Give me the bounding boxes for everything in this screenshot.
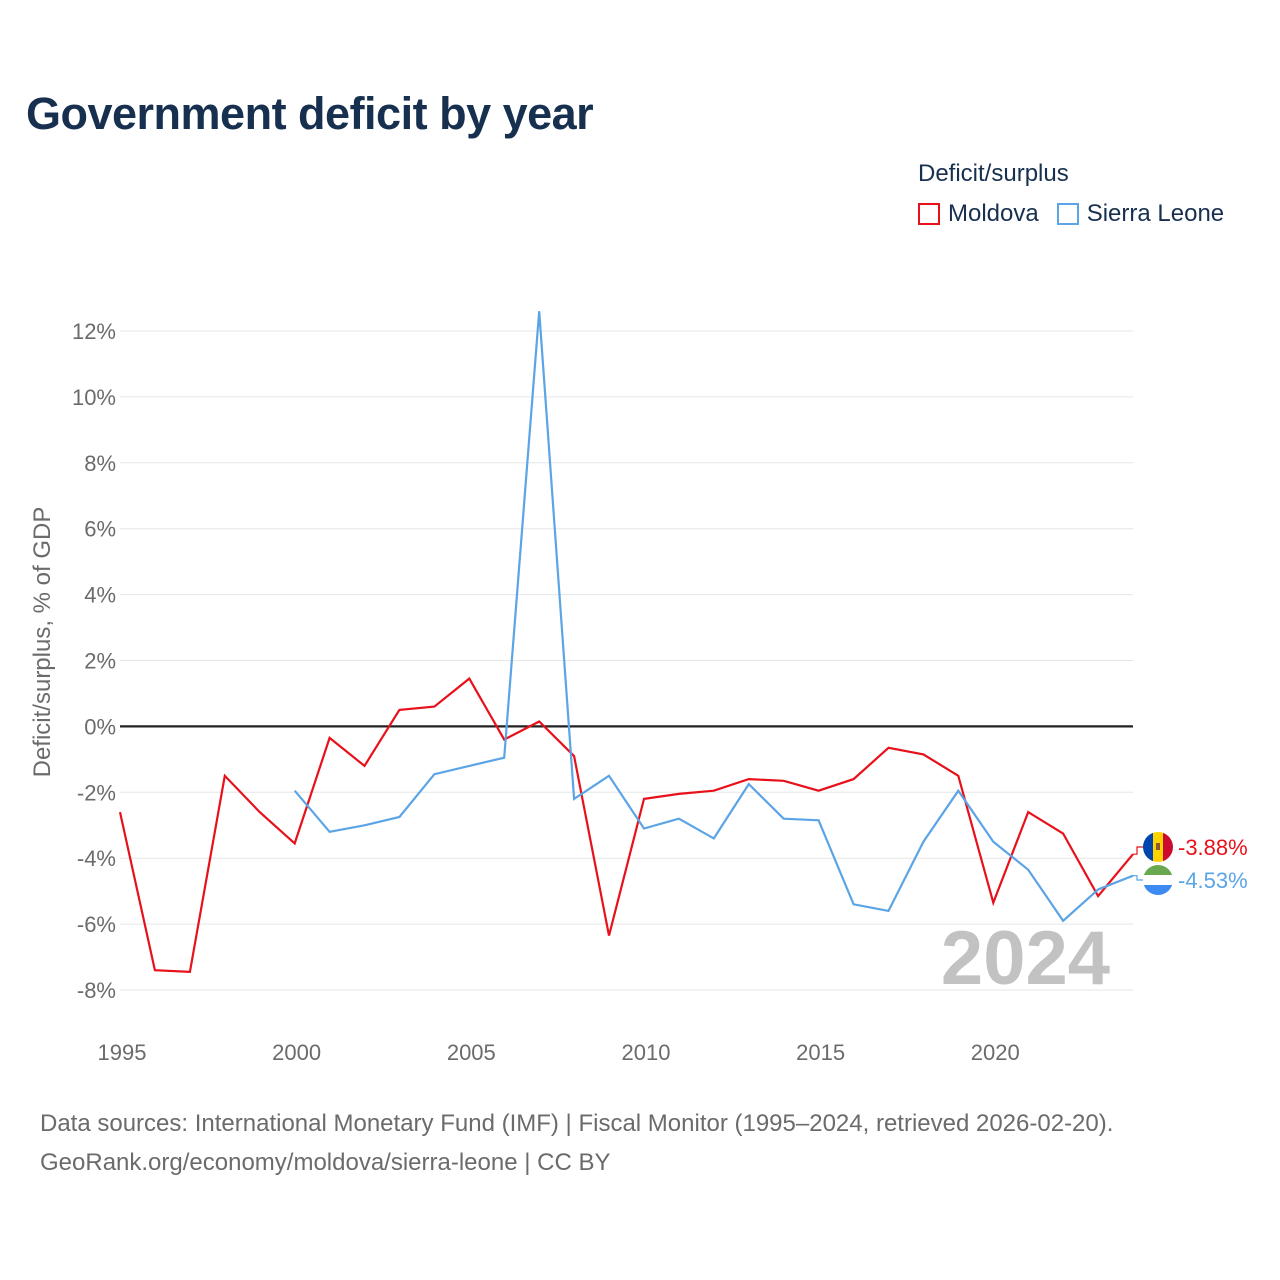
- legend-item-sierra-leone[interactable]: Sierra Leone: [1056, 200, 1225, 228]
- y-tick-label: 10%: [72, 385, 116, 410]
- x-tick-label: 2005: [447, 1040, 496, 1065]
- source-url-text: GeoRank.org/economy/moldova/sierra-leone…: [40, 1149, 611, 1176]
- y-tick-label: -8%: [77, 978, 116, 1003]
- y-tick-label: 8%: [84, 451, 116, 476]
- x-tick-label: 2010: [621, 1040, 670, 1065]
- y-tick-label: 0%: [84, 714, 116, 739]
- legend-title: Deficit/surplus: [918, 160, 1069, 187]
- legend-label-moldova: Moldova: [948, 200, 1039, 227]
- y-tick-label: 6%: [84, 517, 116, 542]
- end-value-label-sierra-leone: -4.53%: [1178, 868, 1248, 893]
- y-tick-label: -6%: [77, 912, 116, 937]
- legend-swatch-sierra-leone: [1056, 203, 1079, 225]
- end-connector-moldova: [1133, 846, 1143, 855]
- end-value-label-moldova: -3.88%: [1178, 835, 1248, 860]
- end-connector-sierra-leone: [1133, 875, 1143, 881]
- y-tick-label: -4%: [77, 846, 116, 871]
- y-axis-label: Deficit/surplus, % of GDP: [29, 507, 56, 778]
- x-tick-label: 2020: [971, 1040, 1020, 1065]
- x-tick-label: 2015: [796, 1040, 845, 1065]
- moldova-flag-icon: [1143, 832, 1173, 862]
- series-line-moldova: [118, 676, 1134, 974]
- year-watermark: 2024: [941, 916, 1110, 1001]
- legend: Deficit/surplus Moldova Sierra Leone: [918, 160, 1224, 228]
- y-tick-label: 12%: [72, 319, 116, 344]
- y-tick-label: -2%: [77, 780, 116, 805]
- legend-item-moldova[interactable]: Moldova: [918, 200, 1039, 228]
- x-tick-label: 2000: [272, 1040, 321, 1065]
- sierra-leone-flag-icon: [1143, 865, 1173, 895]
- legend-label-sierra-leone: Sierra Leone: [1086, 200, 1225, 227]
- legend-swatch-moldova: [918, 203, 940, 225]
- footer: Data sources: International Monetary Fun…: [40, 1104, 1113, 1182]
- data-sources-text: Data sources: International Monetary Fun…: [40, 1110, 1114, 1137]
- x-tick-label: 1995: [98, 1040, 147, 1065]
- chart-title: Government deficit by year: [26, 88, 594, 139]
- line-chart: 12% 10% 8% 6% 4% 2% 0% -2% -4% -6% -8% 1995 2000 2005…: [29, 311, 1248, 1065]
- y-tick-label: 2%: [84, 649, 116, 674]
- y-tick-label: 4%: [84, 583, 116, 608]
- series-line-sierra-leone: [293, 311, 1134, 923]
